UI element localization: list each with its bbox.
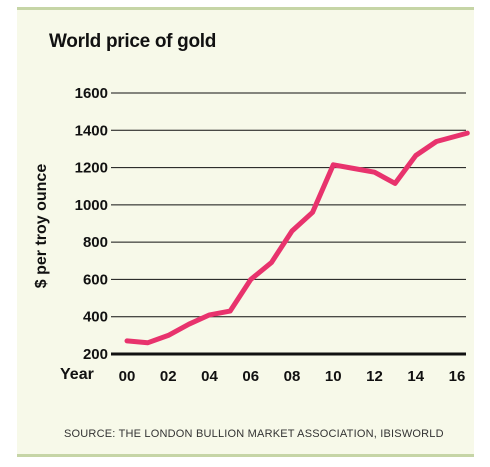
y-tick-labels: 200 400 600 800 1000 1200 1400 1600 xyxy=(75,85,108,363)
x-tick-label-08: 08 xyxy=(284,368,301,385)
chart-panel xyxy=(17,7,474,457)
x-tick-label-00: 00 xyxy=(119,368,136,385)
x-tick-label-02: 02 xyxy=(160,368,177,385)
y-tick-label-600: 600 xyxy=(83,271,108,288)
x-tick-labels: 00 02 04 06 08 10 12 14 16 xyxy=(119,368,466,385)
chart-title: World price of gold xyxy=(49,31,217,52)
y-tick-label-1000: 1000 xyxy=(75,197,108,214)
x-axis-label: Year xyxy=(60,366,94,383)
y-tick-label-1200: 1200 xyxy=(75,160,108,177)
grid-lines xyxy=(111,92,466,356)
y-tick-label-1600: 1600 xyxy=(75,85,108,102)
x-tick-label-04: 04 xyxy=(201,368,218,385)
x-tick-label-16: 16 xyxy=(449,368,466,385)
y-tick-label-1400: 1400 xyxy=(75,122,108,139)
x-tick-label-14: 14 xyxy=(407,368,424,385)
y-tick-label-400: 400 xyxy=(83,309,108,326)
series-line-0 xyxy=(124,130,470,346)
source-note: SOURCE: THE LONDON BULLION MARKET ASSOCI… xyxy=(64,428,444,440)
x-tick-label-10: 10 xyxy=(325,368,342,385)
series-layer xyxy=(124,130,470,346)
x-tick-label-12: 12 xyxy=(366,368,383,385)
y-tick-label-800: 800 xyxy=(83,234,108,251)
x-tick-label-06: 06 xyxy=(242,368,259,385)
y-tick-label-200: 200 xyxy=(83,346,108,363)
